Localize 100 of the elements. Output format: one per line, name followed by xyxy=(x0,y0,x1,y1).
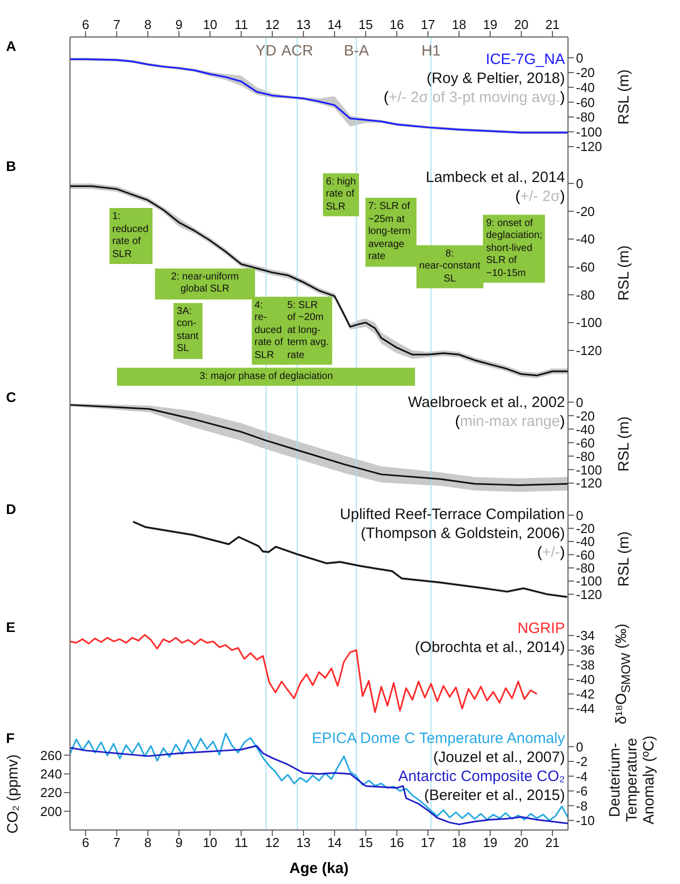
annotation: (+/- 2σ) xyxy=(515,188,565,205)
x2-tick-label: 11 xyxy=(234,17,248,32)
annotation: (+/- 2σ of 3-pt moving avg.) xyxy=(384,89,565,106)
annotation: (min-max range) xyxy=(454,413,565,430)
x2-tick-label: 8 xyxy=(144,17,152,32)
y-tick-label: -20 xyxy=(576,204,595,219)
text: Lambeck et al., 2014 xyxy=(426,169,565,186)
y-tick-label: 200 xyxy=(40,804,62,819)
note-box: 1: reduced rate of SLR xyxy=(109,208,152,264)
chart-title: B xyxy=(6,158,16,174)
text: Waelbroeck et al., 2002 xyxy=(408,394,565,411)
y-tick-label: -60 xyxy=(576,435,595,450)
y-tick-label: -38 xyxy=(576,657,595,672)
x2-tick-label: 9 xyxy=(175,17,183,32)
y-tick-label: -100 xyxy=(576,574,602,589)
y2-tick-label: -6 xyxy=(576,784,588,799)
y-axis-title: RSL (m) xyxy=(616,531,632,587)
annotation: (+/-) xyxy=(537,544,565,561)
y-tick-label: 0 xyxy=(576,394,584,410)
x-tick-label: 12 xyxy=(265,835,280,850)
y-tick-label: -44 xyxy=(576,701,595,716)
series-label: Antarctic Composite CO₂ xyxy=(398,768,565,785)
y-tick-label: -100 xyxy=(576,124,602,140)
x-tick-label: 14 xyxy=(327,835,342,850)
text: NGRIP xyxy=(517,620,565,637)
x2-tick-label: 12 xyxy=(265,17,280,32)
y-tick-label: -120 xyxy=(576,139,602,154)
y-tick-label: 0 xyxy=(576,176,584,192)
note-box: 2: near-uniform global SLR xyxy=(154,268,255,300)
y-tick-label: -80 xyxy=(576,448,595,464)
annotation: (Obrochta et al., 2014) xyxy=(414,639,565,656)
note-box: 7: SLR of ~25m at long-term average rate xyxy=(365,198,416,266)
note-box: 5: SLR of ~20m at long- term avg. rate xyxy=(284,296,332,366)
chart-title: D xyxy=(6,501,16,517)
annotation: (Thompson & Goldstein, 2006) xyxy=(360,525,565,542)
x-tick-label: 17 xyxy=(420,835,436,850)
ref-line-label: H1 xyxy=(421,42,441,60)
series-label: EPICA Dome C Temperature Anomaly xyxy=(312,730,565,747)
ref-line-label: YD xyxy=(256,42,277,60)
y2-axis-title: Deuterium-Temperature Anomaly (ºC) xyxy=(606,735,658,824)
x2-tick-label: 17 xyxy=(420,17,436,32)
ref-line-label: ACR xyxy=(281,42,314,60)
y-tick-label: 260 xyxy=(40,748,62,763)
y-tick-label: -42 xyxy=(576,686,595,702)
x-tick-label: 7 xyxy=(113,835,120,850)
y-tick-label: -36 xyxy=(576,642,595,658)
y2-tick-label: -4 xyxy=(576,768,588,784)
note-box: 4: re- duced rate of SLR xyxy=(252,296,286,366)
y-tick-label: -120 xyxy=(576,586,602,602)
y-tick-label: 0 xyxy=(576,508,584,523)
x2-tick-label: 21 xyxy=(545,17,560,32)
y2-tick-label: -2 xyxy=(576,754,588,770)
annotation: (Bereiter et al., 2015) xyxy=(424,787,565,804)
x-tick-label: 19 xyxy=(482,835,498,850)
x-tick-label: 9 xyxy=(175,835,183,850)
chart-title: E xyxy=(6,619,16,635)
y-tick-label: -60 xyxy=(576,547,595,562)
x2-tick-label: 19 xyxy=(482,17,498,32)
x2-tick-label: 15 xyxy=(358,17,373,32)
y-tick-label: -60 xyxy=(576,94,595,110)
y-axis-title: RSL (m) xyxy=(616,244,632,300)
y-tick-label: -40 xyxy=(576,672,595,687)
x2-tick-label: 6 xyxy=(82,17,90,32)
note-box: 3: major phase of deglaciation xyxy=(117,368,416,386)
y-tick-label: -20 xyxy=(576,65,595,80)
x-tick-label: 13 xyxy=(296,835,311,850)
chart-title: C xyxy=(6,389,16,405)
y-tick-label: -80 xyxy=(576,287,595,302)
ref-line-label: B-A xyxy=(344,42,369,60)
text: Uplifted Reef-Terrace Compilation xyxy=(340,506,565,523)
y-axis-title: CO₂ (ppmv) xyxy=(4,754,22,834)
y-tick-label: -60 xyxy=(576,260,595,275)
x-tick-label: 11 xyxy=(234,835,248,850)
line-series xyxy=(70,732,568,822)
note-box: 6: high rate of SLR xyxy=(322,172,359,216)
line-series xyxy=(70,745,568,826)
x-tick-label: 16 xyxy=(390,835,404,850)
x2-tick-label: 16 xyxy=(390,17,404,32)
y-tick-label: -80 xyxy=(576,560,595,576)
x-tick-label: 8 xyxy=(144,835,152,850)
y2-tick-label: -10 xyxy=(576,813,595,828)
text: ICE-7G_NA xyxy=(486,51,565,68)
annotation: (Jouzel et al., 2007) xyxy=(433,749,565,766)
note-box: 9: onset of deglaciation; short-lived SLR of ~10-15m xyxy=(483,214,546,284)
y-tick-label: -20 xyxy=(576,408,595,424)
y-tick-label: 220 xyxy=(40,785,62,800)
y-tick-label: -80 xyxy=(576,110,595,125)
x2-tick-label: 14 xyxy=(327,17,342,32)
x2-tick-label: 18 xyxy=(452,17,466,32)
y-tick-label: 240 xyxy=(40,766,62,782)
x-tick-label: 6 xyxy=(82,835,90,850)
y-tick-label: -120 xyxy=(576,343,602,358)
y-tick-label: -40 xyxy=(576,534,595,550)
y2-tick-label: -8 xyxy=(576,798,588,814)
x-axis-title: Age (ka) xyxy=(288,860,350,878)
y-tick-label: -100 xyxy=(576,462,602,478)
x-tick-label: 15 xyxy=(358,835,373,850)
annotation: (Roy & Peltier, 2018) xyxy=(426,70,565,87)
y-tick-label: -40 xyxy=(576,80,595,95)
y-tick-label: 0 xyxy=(576,50,584,66)
